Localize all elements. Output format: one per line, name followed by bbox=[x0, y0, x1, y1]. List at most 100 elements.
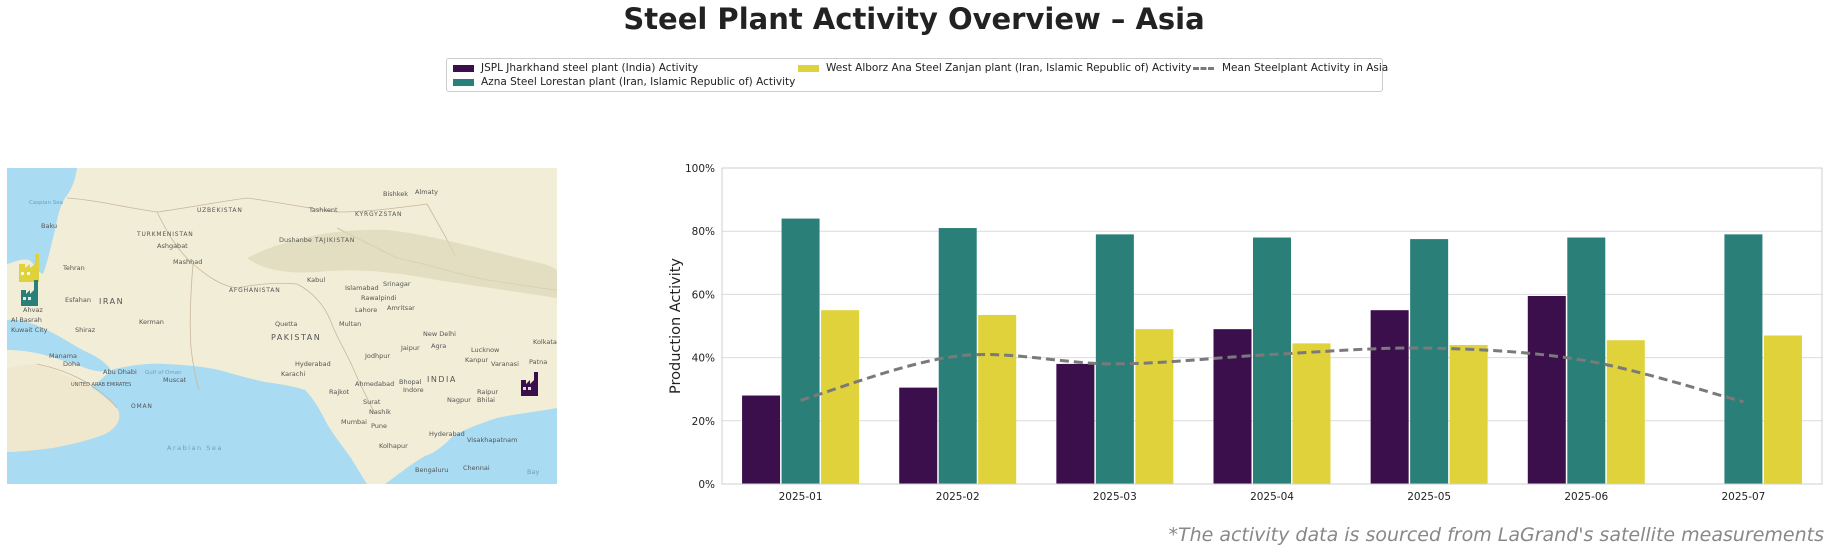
bars bbox=[742, 218, 1802, 484]
legend-item-jspl: JSPL Jharkhand steel plant (India) Activ… bbox=[453, 62, 698, 74]
map-label-varanasi: Varanasi bbox=[491, 360, 519, 368]
chart-panel: 0% 20% 40% 60% 80% 100% 2025-01 2025-02 2025-03… bbox=[650, 160, 1825, 504]
map-label-caspian: Caspian Sea bbox=[29, 200, 63, 206]
bar-west-alborz-2025-04 bbox=[1292, 343, 1331, 484]
map-label-uae: UNITED ARAB EMIRATES bbox=[71, 382, 131, 388]
bar-azna-2025-07 bbox=[1724, 234, 1763, 484]
map-svg: Caspian Sea UZBEKISTAN TURKMENISTAN KYRG… bbox=[7, 168, 557, 484]
chart-title: Steel Plant Activity Overview – Asia bbox=[623, 2, 1205, 36]
map-label-jaipur: Jaipur bbox=[400, 344, 420, 352]
x-tick-label: 2025-02 bbox=[936, 491, 980, 500]
map-label-almaty: Almaty bbox=[415, 188, 438, 196]
factory-window bbox=[523, 387, 526, 390]
map-label-mashhad: Mashhad bbox=[173, 258, 202, 266]
map-label-esfahan: Esfahan bbox=[65, 296, 91, 304]
bar-jspl-2025-04 bbox=[1213, 329, 1252, 484]
bar-jspl-2025-02 bbox=[899, 387, 938, 484]
map-label-turkmenistan: TURKMENISTAN bbox=[136, 231, 194, 238]
legend-swatch-azna bbox=[453, 78, 474, 86]
bar-jspl-2025-06 bbox=[1527, 295, 1566, 484]
bar-west-alborz-2025-02 bbox=[978, 314, 1017, 484]
map-label-raipur: Raipur bbox=[477, 388, 498, 396]
legend-item-mean: Mean Steelplant Activity in Asia bbox=[1193, 62, 1388, 74]
border-pak-india bbox=[296, 283, 376, 415]
bar-azna-2025-06 bbox=[1567, 237, 1606, 484]
map-label-gulf-oman: Gulf of Oman bbox=[145, 370, 182, 376]
map-label-india: INDIA bbox=[427, 375, 457, 384]
map-label-shiraz: Shiraz bbox=[75, 326, 96, 334]
map-label-hyderabad-in: Hyderabad bbox=[429, 430, 465, 438]
map-label-rawalpindi: Rawalpindi bbox=[361, 294, 397, 302]
factory-icon-west-alborz[interactable] bbox=[19, 254, 39, 282]
map-label-hyderabad-pk: Hyderabad bbox=[295, 360, 331, 368]
plot-frame bbox=[721, 167, 1823, 485]
bar-jspl-2025-01 bbox=[742, 395, 781, 484]
map-label-new-delhi: New Delhi bbox=[423, 330, 456, 338]
y-tick-label: 20% bbox=[692, 416, 715, 428]
x-tick-label: 2025-07 bbox=[1721, 491, 1765, 500]
factory-window bbox=[28, 297, 31, 300]
map-label-dushanbe: Dushanbe bbox=[279, 236, 312, 244]
map-label-kanpur: Kanpur bbox=[465, 356, 488, 364]
map-label-rajkot: Rajkot bbox=[329, 388, 350, 396]
legend-label-west-alborz: West Alborz Ana Steel Zanjan plant (Iran… bbox=[826, 62, 1192, 74]
mean-line bbox=[800, 346, 1744, 404]
legend-label-azna: Azna Steel Lorestan plant (Iran, Islamic… bbox=[481, 76, 796, 88]
bay-of-bengal bbox=[385, 408, 557, 484]
legend-item-azna: Azna Steel Lorestan plant (Iran, Islamic… bbox=[453, 76, 795, 88]
map-label-manama: Manama bbox=[49, 352, 77, 360]
x-tick-label: 2025-06 bbox=[1564, 491, 1608, 500]
factory-icon-jspl[interactable] bbox=[521, 372, 538, 396]
map-label-tehran: Tehran bbox=[62, 264, 85, 272]
map-label-arabian-sea: Arabian Sea bbox=[167, 444, 223, 452]
arabian-peninsula bbox=[7, 364, 120, 452]
map-panel: Caspian Sea UZBEKISTAN TURKMENISTAN KYRG… bbox=[7, 168, 557, 484]
persian-gulf bbox=[7, 319, 111, 372]
map-labels: Caspian Sea UZBEKISTAN TURKMENISTAN KYRG… bbox=[11, 188, 557, 476]
mountain-shading bbox=[247, 229, 557, 298]
bar-azna-2025-01 bbox=[781, 218, 820, 484]
map-label-nagpur: Nagpur bbox=[447, 396, 471, 404]
legend-swatch-mean bbox=[1193, 66, 1214, 70]
factory-window bbox=[528, 387, 531, 390]
map-label-patna: Patna bbox=[529, 358, 547, 366]
mean-activity-line bbox=[800, 346, 1744, 404]
y-tick-label: 60% bbox=[692, 289, 715, 301]
bar-chart: 0% 20% 40% 60% 80% 100% 2025-01 2025-02 2025-03… bbox=[668, 163, 1823, 503]
map-label-kolhapur: Kolhapur bbox=[379, 442, 408, 450]
y-tick-label: 0% bbox=[698, 479, 715, 491]
bar-west-alborz-2025-07 bbox=[1763, 335, 1802, 484]
map-label-abu-dhabi: Abu Dhabi bbox=[103, 368, 137, 376]
map-label-surat: Surat bbox=[363, 398, 381, 406]
map-label-kerman: Kerman bbox=[139, 318, 164, 326]
map-label-iran: IRAN bbox=[99, 297, 124, 306]
border-iran-afg bbox=[156, 211, 298, 289]
map-label-kuwait: Kuwait City bbox=[11, 326, 48, 334]
map-label-muscat: Muscat bbox=[163, 376, 187, 384]
map-label-pakistan: PAKISTAN bbox=[271, 333, 321, 342]
map-label-indore: Indore bbox=[403, 386, 424, 394]
footnote: *The activity data is sourced from LaGra… bbox=[1168, 524, 1824, 546]
factory-icon-azna[interactable] bbox=[21, 280, 38, 306]
map-label-visakhapatnam: Visakhapatnam bbox=[467, 436, 517, 444]
map-label-bhopal: Bhopal bbox=[399, 378, 422, 386]
map-label-ahmedabad: Ahmedabad bbox=[355, 380, 394, 388]
map-label-jodhpur: Jodhpur bbox=[364, 352, 390, 360]
map-label-bhilai: Bhilai bbox=[477, 396, 495, 404]
bar-west-alborz-2025-05 bbox=[1449, 344, 1488, 484]
map-label-quetta: Quetta bbox=[275, 320, 297, 328]
map-label-lucknow: Lucknow bbox=[471, 346, 500, 354]
map-label-islamabad: Islamabad bbox=[345, 284, 379, 292]
bar-west-alborz-2025-06 bbox=[1606, 340, 1645, 484]
map-label-nashik: Nashik bbox=[369, 408, 391, 416]
map-label-baku: Baku bbox=[41, 222, 57, 230]
y-tick-label: 100% bbox=[685, 163, 715, 175]
x-tick-label: 2025-03 bbox=[1093, 491, 1137, 500]
legend-item-west-alborz: West Alborz Ana Steel Zanjan plant (Iran… bbox=[798, 62, 1191, 74]
bar-jspl-2025-05 bbox=[1370, 310, 1409, 484]
bar-west-alborz-2025-03 bbox=[1135, 329, 1174, 484]
map-label-bishkek: Bishkek bbox=[383, 190, 408, 198]
map-label-doha: Doha bbox=[63, 360, 80, 368]
map-label-mumbai: Mumbai bbox=[341, 418, 367, 426]
bar-azna-2025-05 bbox=[1410, 239, 1449, 484]
